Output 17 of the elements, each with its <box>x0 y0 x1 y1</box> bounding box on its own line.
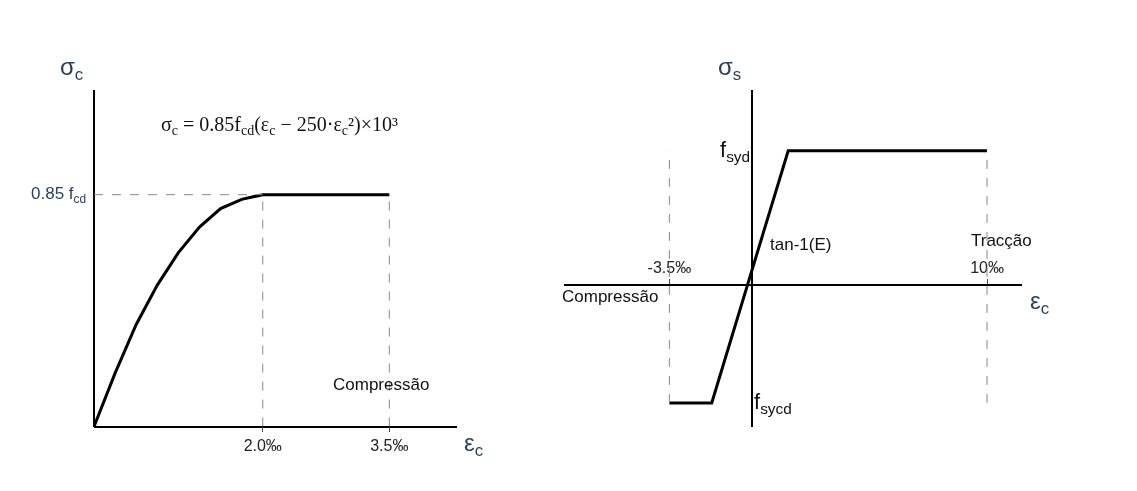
x-tick-label: 3.5‰ <box>370 437 409 455</box>
annotation: Tracção <box>971 231 1032 250</box>
annotation: Compressão <box>562 287 659 306</box>
annotation: Compressão <box>333 375 430 394</box>
text: = 0.85f$_{cd}$(ε$_{c}$ − 250·ε$_{c}$²)×10³ <box>183 113 398 139</box>
x-tick-label: -3.5‰ <box>647 258 692 276</box>
x-tick-label: 2.0‰ <box>243 437 282 455</box>
annotation: tan-1(E) <box>770 235 832 254</box>
text: σ$_{c}$ <box>60 53 84 85</box>
annotation: f$_{syd}$ <box>720 137 751 165</box>
ref-line-label: 0.85 f$_{cd}$ <box>31 184 87 206</box>
y-axis-title: σ$_{c}$ <box>161 113 178 139</box>
y-axis-title: σ$_{s}$ <box>718 53 742 85</box>
annotation: f$_{sycd}$ <box>754 389 792 417</box>
x-axis-title: ε$_{c}$ <box>1030 287 1050 319</box>
x-axis-title: ε$_{c}$ <box>464 429 484 461</box>
x-tick-label: 10‰ <box>970 258 1004 276</box>
